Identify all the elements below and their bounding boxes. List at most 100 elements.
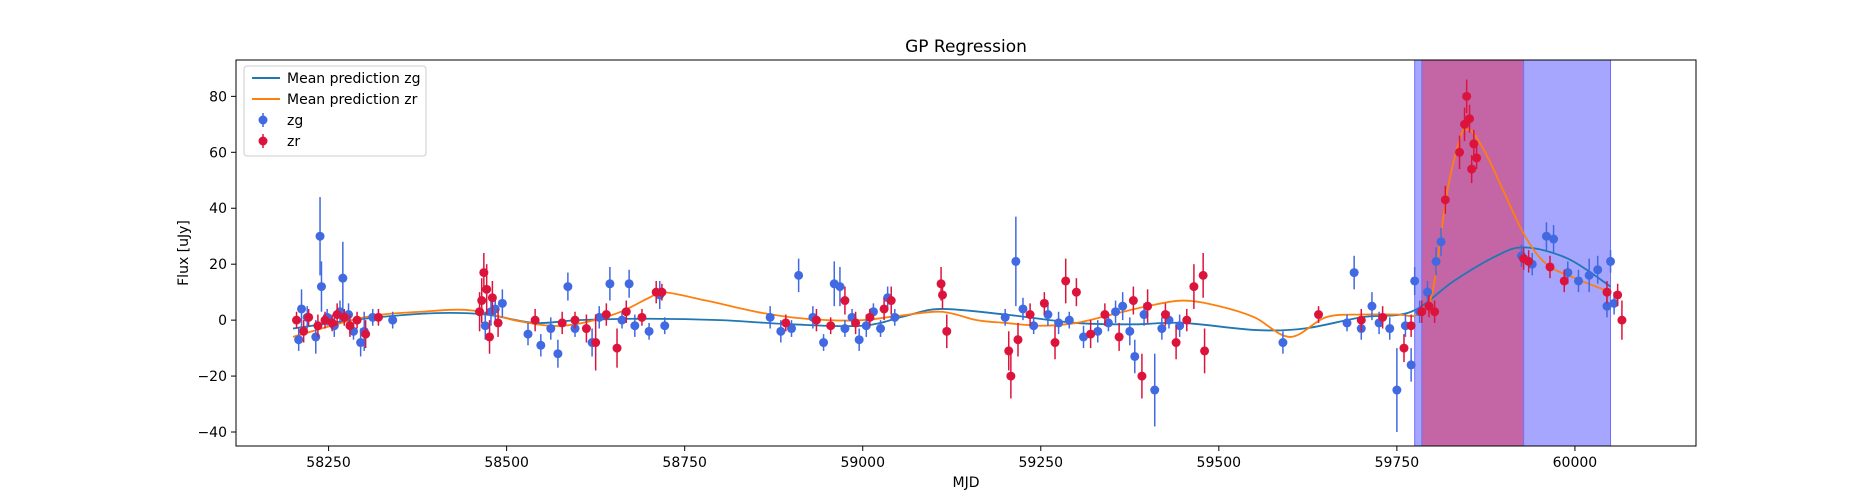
point-zr-35 xyxy=(865,312,875,322)
point-zg-16 xyxy=(480,321,490,331)
series-points-zr xyxy=(292,79,1627,399)
point-zg-60 xyxy=(1103,318,1113,328)
x-axis-label: MJD xyxy=(953,475,980,491)
point-zg-9 xyxy=(338,273,348,283)
y-tick-label-0: −40 xyxy=(197,425,227,441)
point-zr-24 xyxy=(601,310,611,320)
point-zr-70 xyxy=(1455,147,1465,157)
point-zr-26 xyxy=(621,307,631,317)
point-zr-21 xyxy=(570,315,580,325)
point-zg-89 xyxy=(1563,268,1573,278)
point-zr-34 xyxy=(851,318,861,328)
x-tick-label-2: 58750 xyxy=(662,455,707,471)
point-zg-20 xyxy=(523,329,533,339)
point-zr-47 xyxy=(1061,276,1071,286)
point-zr-16 xyxy=(485,332,495,342)
point-zr-61 xyxy=(1314,310,1324,320)
point-zr-18 xyxy=(493,318,503,328)
legend-marker-zg xyxy=(258,115,268,125)
point-zg-76 xyxy=(1385,324,1395,334)
point-zr-79 xyxy=(1545,262,1555,272)
y-axis: −40 −20 0 20 40 60 80 xyxy=(197,89,236,441)
point-zg-55 xyxy=(1043,310,1053,320)
point-zg-57 xyxy=(1064,315,1074,325)
point-zg-45 xyxy=(854,335,864,345)
point-zr-81 xyxy=(1602,287,1612,297)
point-zr-57 xyxy=(1182,315,1192,325)
point-zr-67 xyxy=(1424,301,1434,311)
point-zg-56 xyxy=(1054,318,1064,328)
point-zg-1 xyxy=(297,304,307,314)
point-zr-3 xyxy=(313,321,323,331)
point-zg-72 xyxy=(1349,268,1359,278)
point-zr-5 xyxy=(327,318,337,328)
x-tick-label-7: 60000 xyxy=(1553,455,1598,471)
point-zg-61 xyxy=(1111,307,1121,317)
point-zr-82 xyxy=(1613,290,1623,300)
point-zg-90 xyxy=(1573,276,1583,286)
legend-label-zg: zg xyxy=(287,113,303,129)
point-zg-87 xyxy=(1541,231,1551,241)
point-zr-19 xyxy=(530,315,540,325)
point-zg-93 xyxy=(1602,301,1612,311)
legend-label-zr: zr xyxy=(287,134,300,150)
point-zr-29 xyxy=(657,287,667,297)
point-zr-4 xyxy=(320,315,330,325)
x-tick-label-6: 59750 xyxy=(1375,455,1420,471)
point-zg-31 xyxy=(630,321,640,331)
point-zg-95 xyxy=(1609,298,1619,308)
point-zr-8 xyxy=(345,321,355,331)
point-zr-50 xyxy=(1100,310,1110,320)
point-zg-63 xyxy=(1125,326,1135,336)
point-zg-82 xyxy=(1423,287,1433,297)
point-zr-9 xyxy=(352,315,362,325)
point-zr-55 xyxy=(1160,310,1170,320)
x-tick-label-3: 59000 xyxy=(840,455,885,471)
point-zg-48 xyxy=(876,324,886,334)
point-zr-15 xyxy=(482,284,492,294)
point-zg-12 xyxy=(356,338,366,348)
x-tick-label-4: 59250 xyxy=(1019,455,1064,471)
point-zg-15 xyxy=(388,315,398,325)
point-zg-4 xyxy=(315,231,325,241)
point-zg-21 xyxy=(536,340,546,350)
point-zg-37 xyxy=(787,324,797,334)
point-zr-25 xyxy=(612,343,622,353)
point-zr-1 xyxy=(299,326,309,336)
point-zg-80 xyxy=(1410,276,1420,286)
point-zr-0 xyxy=(292,315,302,325)
point-zg-22 xyxy=(546,324,556,334)
point-zr-48 xyxy=(1071,287,1081,297)
point-zr-53 xyxy=(1137,371,1147,381)
point-zg-88 xyxy=(1549,234,1559,244)
point-zg-66 xyxy=(1150,385,1160,395)
point-zg-43 xyxy=(840,324,850,334)
point-zr-17 xyxy=(487,293,497,303)
point-zr-49 xyxy=(1086,329,1096,339)
y-tick-label-6: 80 xyxy=(209,89,227,105)
point-zr-33 xyxy=(840,296,850,306)
point-zg-50 xyxy=(890,312,900,322)
point-zg-52 xyxy=(1011,256,1021,266)
point-zg-65 xyxy=(1139,310,1149,320)
point-zr-69 xyxy=(1440,195,1450,205)
point-zg-24 xyxy=(563,282,573,292)
point-zr-2 xyxy=(304,312,314,322)
legend-box xyxy=(243,65,427,157)
legend-label-mean-zr: Mean prediction zr xyxy=(287,92,418,108)
point-zg-3 xyxy=(311,332,321,342)
y-axis-label: Flux [uJy] xyxy=(176,220,192,286)
point-zg-28 xyxy=(605,279,615,289)
legend: Mean prediction zg Mean prediction zr zg… xyxy=(243,65,427,157)
point-zr-60 xyxy=(1200,346,1210,356)
x-tick-label-1: 58500 xyxy=(484,455,529,471)
point-zg-71 xyxy=(1342,318,1352,328)
point-zr-43 xyxy=(1013,335,1023,345)
point-zg-83 xyxy=(1431,256,1441,266)
y-tick-label-2: 0 xyxy=(218,313,227,329)
point-zr-75 xyxy=(1472,153,1482,163)
point-zr-6 xyxy=(332,310,342,320)
point-zg-40 xyxy=(819,338,829,348)
point-zg-67 xyxy=(1157,324,1167,334)
point-zr-56 xyxy=(1171,338,1181,348)
